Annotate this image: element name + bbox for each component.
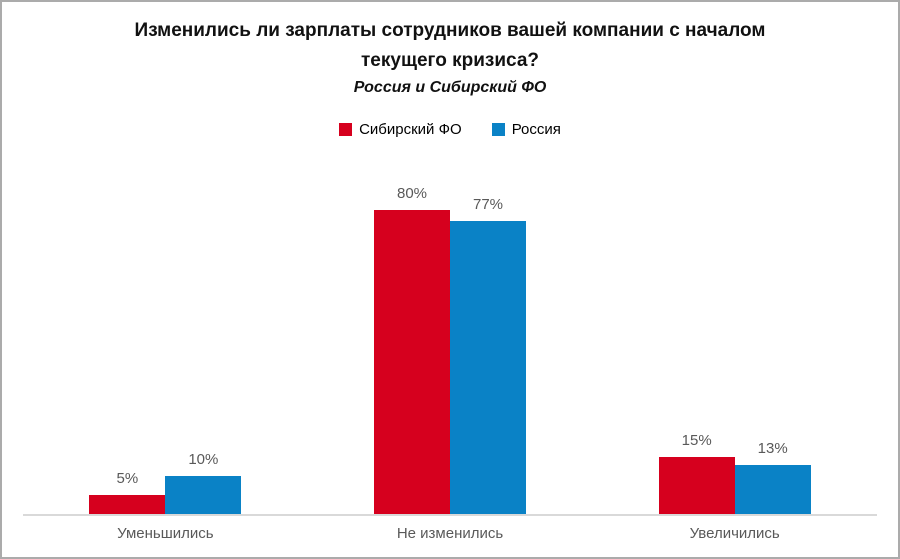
bar-value-siberia-increased: 15% [681,432,712,449]
legend-item-russia: Россия [491,121,561,138]
bar-value-siberia-decreased: 5% [116,470,139,487]
bar-value-russia-unchanged: 77% [472,196,504,214]
x-axis-category-labels: Уменьшились Не изменились Увеличились [23,525,877,542]
bar-value-russia-decreased: 10% [188,451,219,468]
legend-label-siberia: Сибирский ФО [359,121,462,138]
legend-swatch-russia [491,123,505,136]
bar-group-decreased: 5% 10% [23,134,308,514]
chart-title: Изменились ли зарплаты сотрудников вашей… [134,20,766,71]
legend-label-russia: Россия [511,121,561,138]
category-label-decreased: Уменьшились [117,525,214,542]
chart-subtitle: Россия и Сибирский ФО [353,79,547,96]
bar-group-unchanged: 80% 77% [308,134,593,514]
legend-item-siberia: Сибирский ФО [339,121,462,138]
bar-russia-decreased: 10% [165,451,242,514]
category-label-increased: Увеличились [689,525,780,542]
bar-siberia-decreased: 5% [89,470,166,514]
legend-swatch-siberia [339,123,353,136]
bar-value-siberia-unchanged: 80% [396,185,428,202]
bar-siberia-increased: 15% [658,432,735,514]
bar-value-russia-increased: 13% [757,439,788,457]
bar-russia-unchanged: 77% [450,196,526,514]
plot-area: 5% 10% 80% 77% 15% 13% [23,134,877,516]
bar-siberia-unchanged: 80% [374,185,450,514]
bar-russia-increased: 13% [734,440,811,514]
legend: Сибирский ФО Россия [2,121,898,138]
category-label-unchanged: Не изменились [396,525,504,542]
bar-group-increased: 15% 13% [592,134,877,514]
